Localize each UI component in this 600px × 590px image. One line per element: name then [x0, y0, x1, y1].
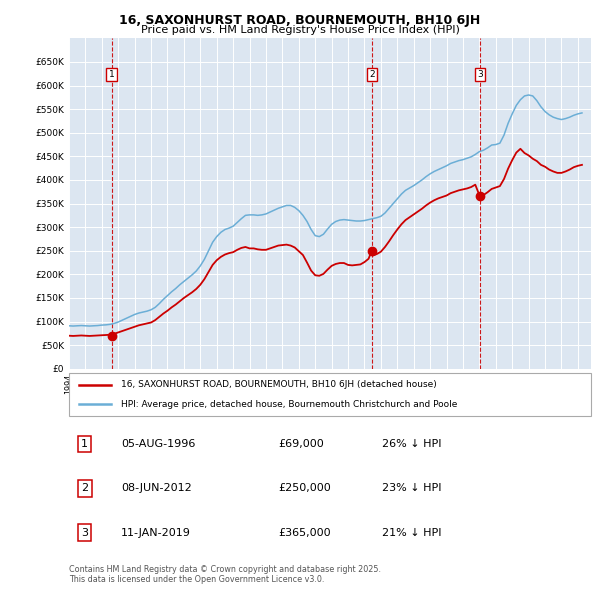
Text: 1: 1 [109, 70, 115, 79]
Text: Price paid vs. HM Land Registry's House Price Index (HPI): Price paid vs. HM Land Registry's House … [140, 25, 460, 35]
Text: Contains HM Land Registry data © Crown copyright and database right 2025.
This d: Contains HM Land Registry data © Crown c… [69, 565, 381, 584]
Text: HPI: Average price, detached house, Bournemouth Christchurch and Poole: HPI: Average price, detached house, Bour… [121, 400, 458, 409]
Text: 2: 2 [81, 483, 88, 493]
Text: £250,000: £250,000 [278, 483, 331, 493]
Text: 11-JAN-2019: 11-JAN-2019 [121, 527, 191, 537]
Text: 23% ↓ HPI: 23% ↓ HPI [382, 483, 442, 493]
Text: 3: 3 [81, 527, 88, 537]
Text: 26% ↓ HPI: 26% ↓ HPI [382, 439, 442, 449]
Text: 05-AUG-1996: 05-AUG-1996 [121, 439, 196, 449]
Text: 08-JUN-2012: 08-JUN-2012 [121, 483, 192, 493]
FancyBboxPatch shape [69, 373, 591, 416]
Text: 16, SAXONHURST ROAD, BOURNEMOUTH, BH10 6JH: 16, SAXONHURST ROAD, BOURNEMOUTH, BH10 6… [119, 14, 481, 27]
Text: £69,000: £69,000 [278, 439, 323, 449]
Text: 1: 1 [81, 439, 88, 449]
Text: 3: 3 [477, 70, 483, 79]
Text: 21% ↓ HPI: 21% ↓ HPI [382, 527, 442, 537]
Text: 16, SAXONHURST ROAD, BOURNEMOUTH, BH10 6JH (detached house): 16, SAXONHURST ROAD, BOURNEMOUTH, BH10 6… [121, 380, 437, 389]
Text: £365,000: £365,000 [278, 527, 331, 537]
Text: 2: 2 [369, 70, 374, 79]
